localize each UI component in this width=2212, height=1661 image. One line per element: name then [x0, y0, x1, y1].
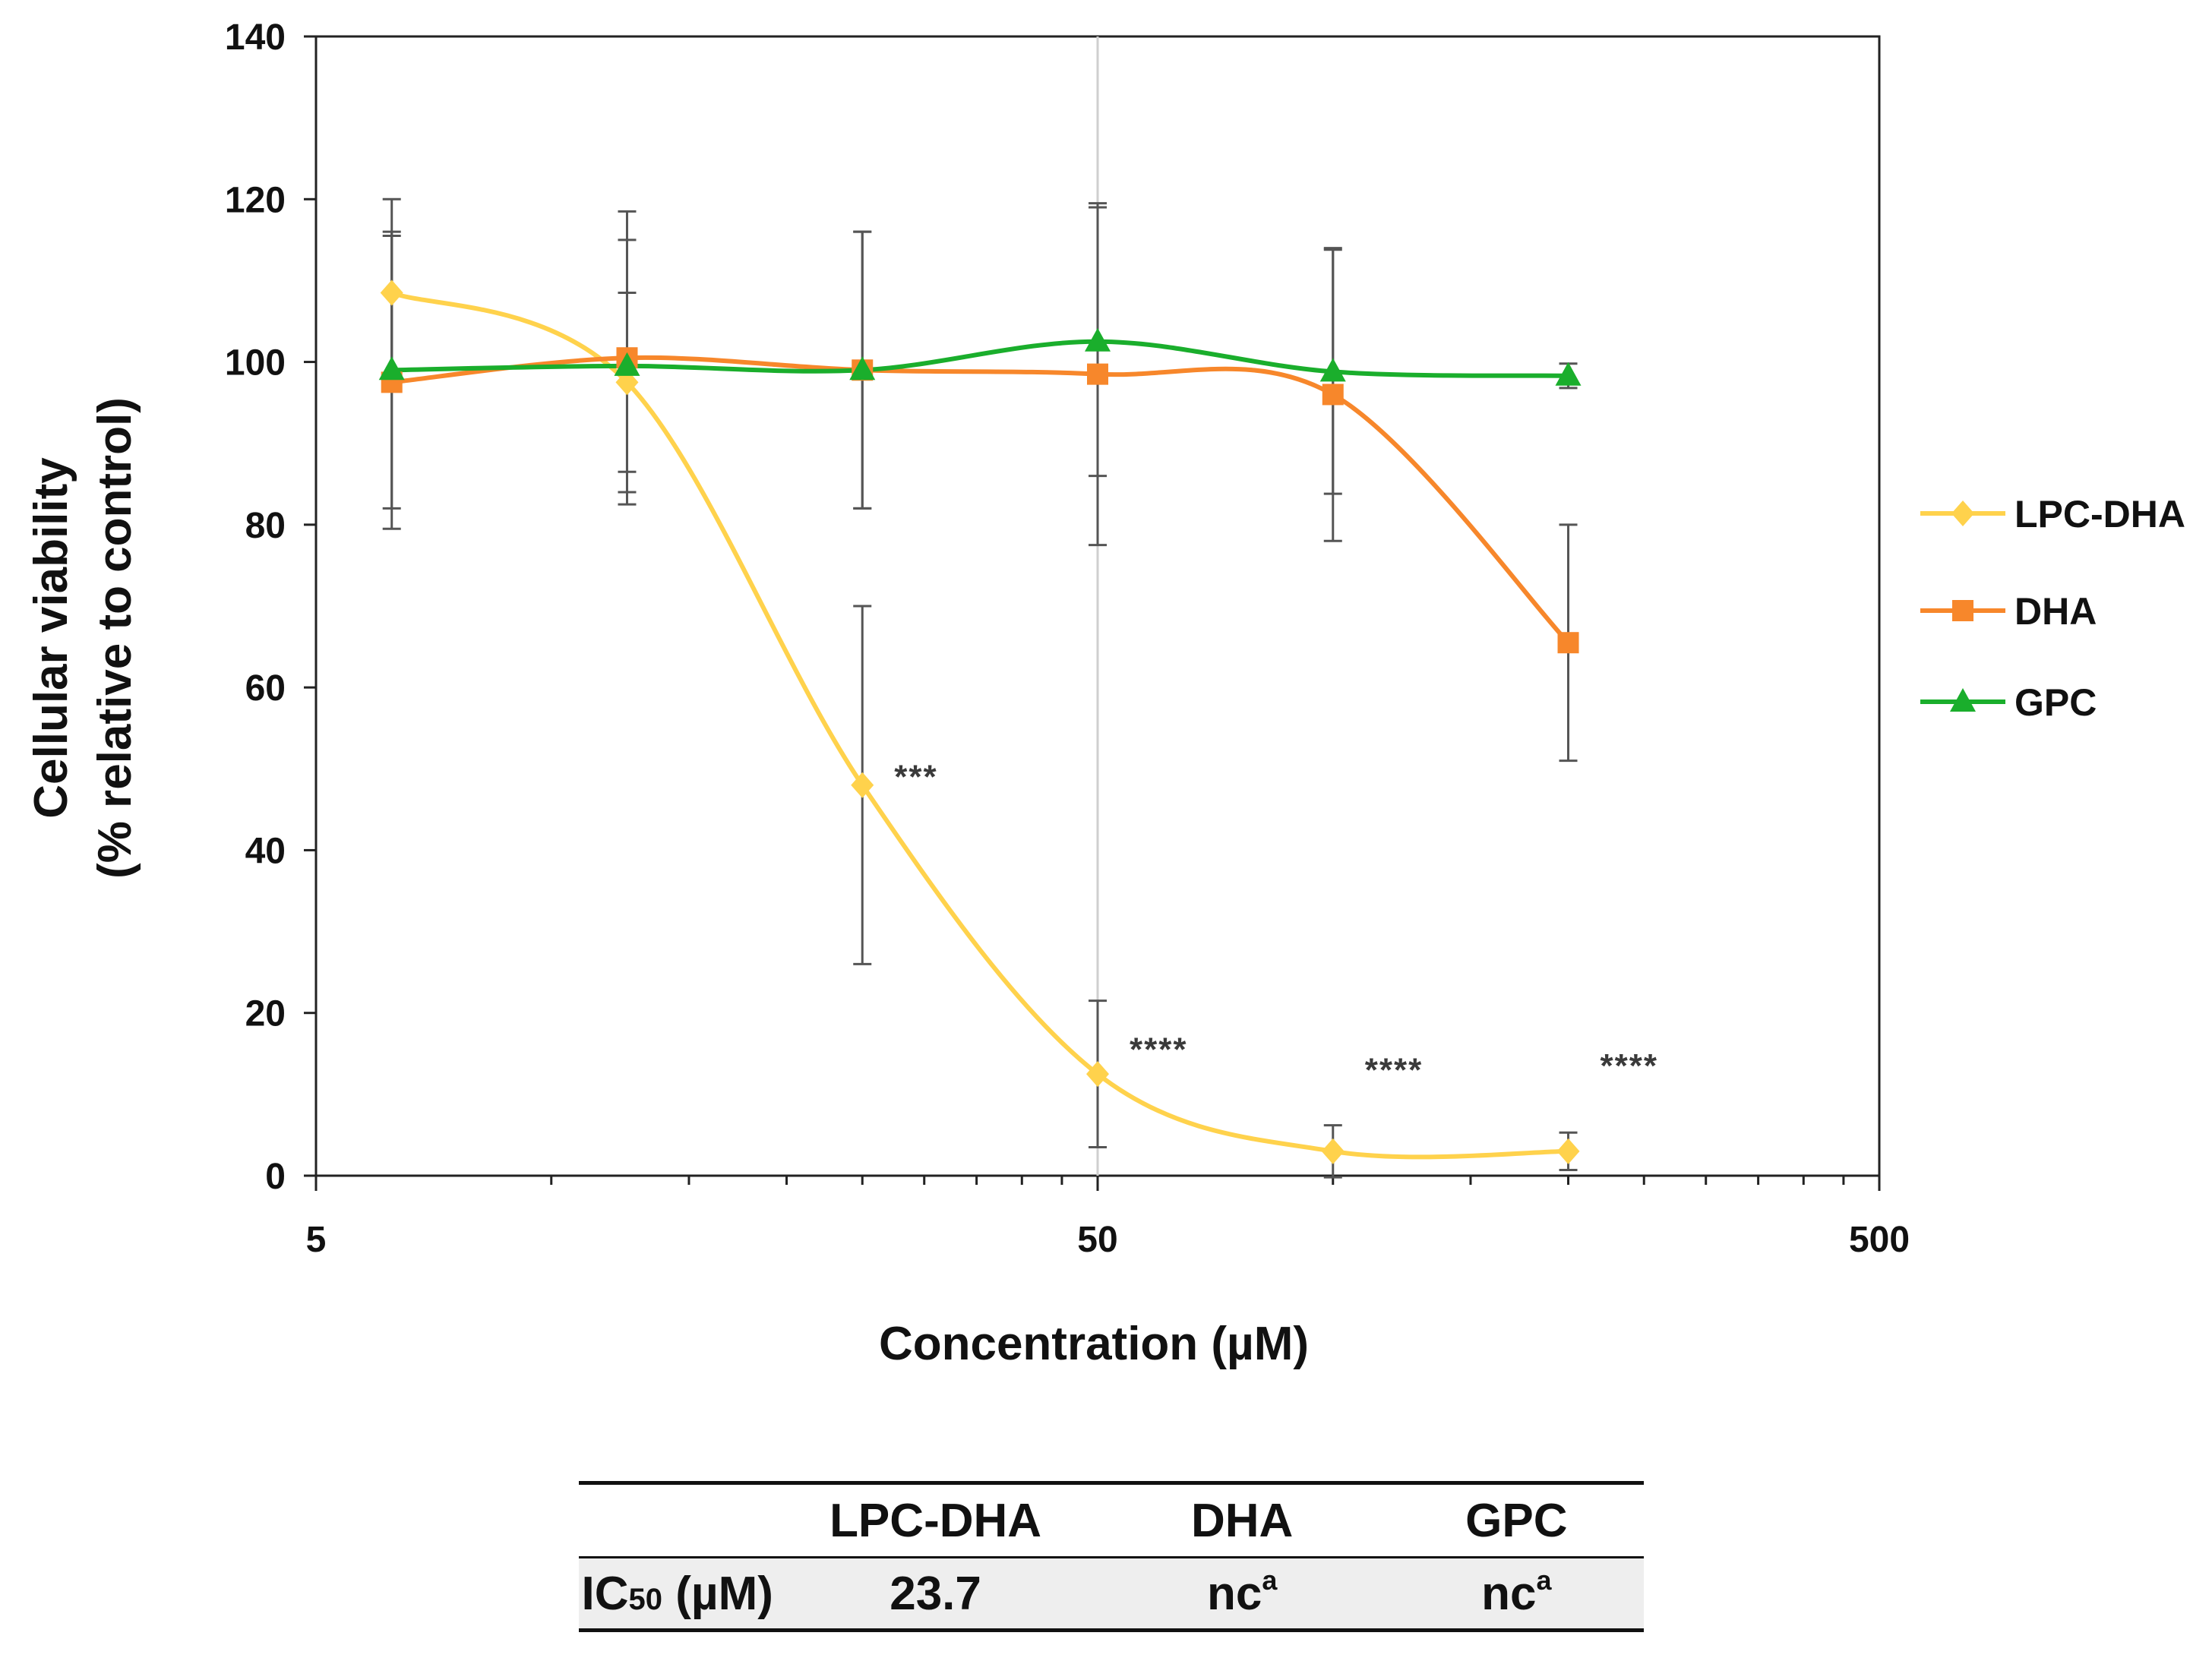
ic50-dha-value: nc [1206, 1567, 1262, 1620]
point-lpc-dha [380, 279, 403, 306]
x-tick-label: 500 [1849, 1220, 1910, 1260]
y-tick-label: 40 [245, 831, 286, 871]
legend-marker-dha [1952, 600, 1973, 621]
table-header-row: LPC-DHA DHA GPC [579, 1483, 1644, 1558]
ic50-label-main: IC [581, 1567, 629, 1620]
series-line-lpc-dha [390, 290, 1569, 1160]
point-lpc-dha [1556, 1138, 1580, 1164]
y-tick-label: 120 [225, 180, 286, 220]
y-axis-title-line1: Cellular viability [25, 457, 77, 819]
ic50-dha-footnote: a [1262, 1564, 1278, 1596]
legend: LPC-DHA DHA GPC [1920, 493, 2185, 724]
table-header-gpc: GPC [1465, 1494, 1568, 1547]
ic50-dha: nca [1095, 1558, 1389, 1631]
ic50-label-sub: 50 [628, 1582, 662, 1616]
tick-labels: 0 20 40 60 80 100 120 140 5 50 500 [225, 17, 1910, 1260]
point-lpc-dha [1321, 1138, 1345, 1164]
point-gpc [849, 356, 876, 381]
data-markers [378, 279, 1582, 1164]
y-tick-label: 20 [245, 994, 286, 1034]
point-gpc [1085, 327, 1111, 352]
table-header-dha: DHA [1191, 1494, 1294, 1547]
significance-annotations: *********** **** [894, 759, 1659, 1089]
table-header-empty [579, 1483, 776, 1558]
error-bars [382, 197, 1578, 1179]
series-line-gpc [391, 339, 1569, 378]
ic50-table: LPC-DHA DHA GPC IC50 (µM) 23.7 nca nca [579, 1481, 1644, 1632]
significance-label: *** [894, 759, 937, 796]
y-axis-title-line2: (% relative to control) [89, 397, 141, 879]
significance-label: **** [1601, 1047, 1659, 1085]
point-gpc [378, 356, 405, 381]
ic50-gpc-footnote: a [1536, 1564, 1552, 1596]
legend-label-dha: DHA [2014, 590, 2097, 633]
y-tick-label: 140 [225, 17, 286, 58]
ic50-label-unit: (µM) [662, 1567, 773, 1620]
significance-label: **** [1130, 1031, 1188, 1069]
series-line-dha [391, 355, 1570, 645]
point-lpc-dha [851, 772, 874, 798]
x-tick-label: 50 [1077, 1220, 1117, 1260]
legend-label-gpc: GPC [2014, 681, 2097, 724]
significance-label: **** [1365, 1051, 1424, 1088]
ic50-lpc-dha: 23.7 [890, 1567, 981, 1620]
ic50-gpc: nca [1389, 1558, 1644, 1631]
table-row: IC50 (µM) 23.7 nca nca [579, 1557, 1644, 1631]
legend-marker-gpc [1950, 688, 1976, 712]
table-header-lpc-dha: LPC-DHA [830, 1494, 1042, 1547]
ic50-row-label: IC50 (µM) [579, 1558, 776, 1631]
y-tick-label: 60 [245, 668, 286, 709]
y-tick-label: 100 [225, 343, 286, 384]
point-dha [1087, 363, 1108, 385]
chart-axes [304, 35, 1881, 1191]
point-gpc [614, 352, 640, 376]
point-dha [1322, 384, 1344, 406]
legend-label-lpc-dha: LPC-DHA [2014, 493, 2185, 535]
x-tick-label: 5 [306, 1220, 327, 1260]
ic50-gpc-value: nc [1481, 1567, 1537, 1620]
point-gpc [1555, 362, 1582, 386]
point-gpc [1319, 358, 1346, 382]
point-lpc-dha [1086, 1061, 1109, 1088]
series-lines [390, 290, 1570, 1160]
y-tick-label: 0 [265, 1157, 286, 1197]
legend-marker-lpc-dha [1951, 501, 1974, 526]
y-tick-label: 80 [245, 506, 286, 546]
point-dha [1557, 632, 1579, 654]
x-axis-title: Concentration (µM) [879, 1318, 1309, 1370]
